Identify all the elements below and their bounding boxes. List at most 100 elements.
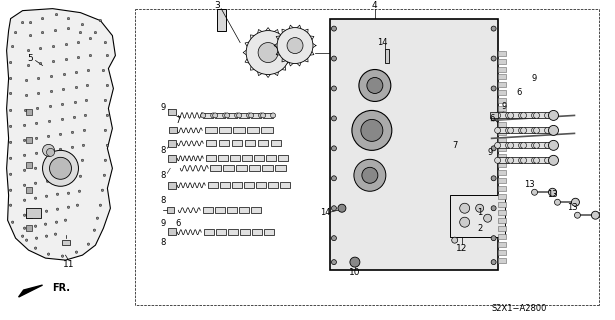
- Circle shape: [63, 73, 66, 76]
- Circle shape: [491, 260, 496, 265]
- Bar: [510, 142, 522, 148]
- Circle shape: [35, 237, 38, 239]
- Bar: [205, 127, 217, 133]
- Text: 8: 8: [161, 238, 166, 247]
- Bar: [498, 75, 506, 79]
- Circle shape: [57, 208, 58, 211]
- Circle shape: [67, 28, 69, 30]
- Bar: [498, 83, 506, 87]
- Circle shape: [271, 113, 276, 118]
- Circle shape: [571, 198, 579, 206]
- Circle shape: [50, 90, 53, 93]
- Bar: [208, 182, 218, 188]
- Bar: [210, 165, 221, 171]
- Circle shape: [99, 20, 101, 22]
- Bar: [26, 208, 41, 218]
- Circle shape: [55, 221, 58, 223]
- Circle shape: [531, 112, 538, 118]
- Bar: [261, 127, 273, 133]
- Bar: [498, 146, 506, 151]
- Bar: [385, 49, 389, 62]
- Bar: [206, 155, 216, 161]
- Circle shape: [34, 167, 37, 170]
- Circle shape: [38, 77, 40, 80]
- Circle shape: [34, 225, 37, 228]
- Circle shape: [258, 113, 264, 118]
- Circle shape: [38, 92, 40, 95]
- Bar: [510, 157, 522, 163]
- Circle shape: [459, 217, 470, 227]
- Circle shape: [30, 34, 32, 37]
- Bar: [26, 225, 31, 231]
- Bar: [215, 207, 225, 213]
- Circle shape: [14, 31, 17, 34]
- Circle shape: [9, 92, 12, 95]
- Circle shape: [87, 243, 90, 245]
- Circle shape: [89, 54, 92, 57]
- Circle shape: [52, 45, 55, 48]
- Circle shape: [59, 133, 62, 136]
- Bar: [523, 157, 534, 163]
- Circle shape: [9, 189, 12, 191]
- Circle shape: [494, 157, 501, 163]
- Circle shape: [520, 127, 526, 133]
- Circle shape: [54, 29, 57, 32]
- Circle shape: [93, 229, 95, 231]
- Circle shape: [75, 251, 77, 253]
- Circle shape: [25, 79, 28, 82]
- Bar: [239, 207, 249, 213]
- Polygon shape: [18, 285, 42, 297]
- Circle shape: [28, 64, 30, 67]
- Bar: [498, 91, 506, 95]
- Circle shape: [57, 178, 60, 180]
- Circle shape: [544, 142, 550, 148]
- Bar: [498, 157, 509, 163]
- Circle shape: [79, 175, 82, 178]
- Circle shape: [491, 86, 496, 91]
- Text: 12: 12: [456, 244, 467, 253]
- Text: S2X1−A2800: S2X1−A2800: [492, 304, 547, 313]
- Circle shape: [534, 142, 539, 148]
- Circle shape: [491, 146, 496, 151]
- Circle shape: [46, 210, 48, 212]
- Circle shape: [25, 109, 27, 112]
- Circle shape: [12, 45, 14, 48]
- Circle shape: [359, 69, 391, 101]
- Circle shape: [82, 144, 85, 147]
- Circle shape: [25, 94, 28, 97]
- Text: 11: 11: [63, 260, 74, 268]
- Circle shape: [39, 62, 42, 65]
- Bar: [232, 140, 242, 146]
- Bar: [536, 127, 547, 133]
- Circle shape: [22, 235, 24, 237]
- Bar: [169, 155, 177, 162]
- Circle shape: [75, 71, 77, 74]
- Circle shape: [520, 142, 526, 148]
- Circle shape: [47, 148, 55, 156]
- Bar: [510, 112, 522, 118]
- Circle shape: [94, 31, 97, 34]
- Circle shape: [520, 157, 526, 163]
- Bar: [218, 155, 228, 161]
- Bar: [217, 9, 226, 31]
- Bar: [203, 207, 213, 213]
- Circle shape: [549, 110, 558, 120]
- Circle shape: [25, 239, 28, 241]
- Circle shape: [35, 137, 38, 140]
- Circle shape: [55, 13, 58, 16]
- Circle shape: [331, 116, 336, 121]
- Circle shape: [34, 182, 37, 184]
- Circle shape: [287, 37, 303, 53]
- Circle shape: [70, 161, 73, 164]
- Circle shape: [47, 253, 50, 255]
- Circle shape: [49, 105, 52, 108]
- Circle shape: [42, 144, 55, 156]
- Circle shape: [59, 148, 62, 150]
- Circle shape: [106, 144, 109, 147]
- Circle shape: [9, 141, 12, 144]
- Circle shape: [237, 113, 242, 118]
- Circle shape: [331, 26, 336, 31]
- Circle shape: [46, 195, 48, 197]
- Circle shape: [555, 199, 560, 205]
- Circle shape: [67, 17, 69, 20]
